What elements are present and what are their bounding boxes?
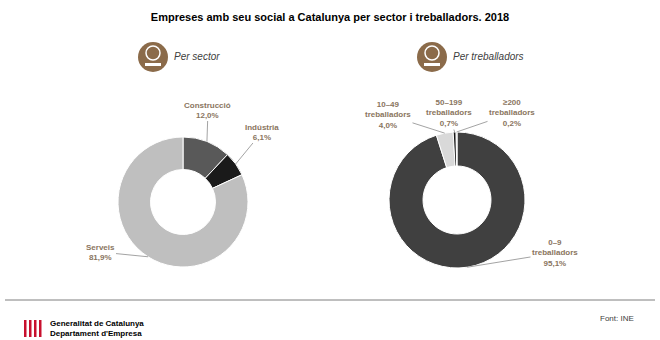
svg-text:Generalitat de Catalunya: Generalitat de Catalunya — [50, 319, 144, 328]
svg-text:Font: INE: Font: INE — [600, 314, 634, 323]
svg-text:Construcció12,0%: Construcció12,0% — [184, 101, 231, 120]
svg-text:Per treballadors: Per treballadors — [453, 51, 524, 62]
svg-text:10–49treballadors4,0%: 10–49treballadors4,0% — [365, 100, 411, 130]
svg-text:Per sector: Per sector — [174, 51, 220, 62]
svg-text:≥200treballadors0,2%: ≥200treballadors0,2% — [489, 98, 535, 128]
svg-text:50–199treballadors0,7%: 50–199treballadors0,7% — [426, 98, 472, 128]
svg-text:Empreses amb seu social a Cata: Empreses amb seu social a Catalunya per … — [151, 11, 509, 23]
svg-text:Departament d'Empresa: Departament d'Empresa — [50, 329, 142, 338]
svg-text:0–9treballadors95,1%: 0–9treballadors95,1% — [532, 238, 578, 268]
svg-text:Indústria6,1%: Indústria6,1% — [245, 123, 279, 142]
svg-text:Serveis81,9%: Serveis81,9% — [86, 243, 115, 262]
